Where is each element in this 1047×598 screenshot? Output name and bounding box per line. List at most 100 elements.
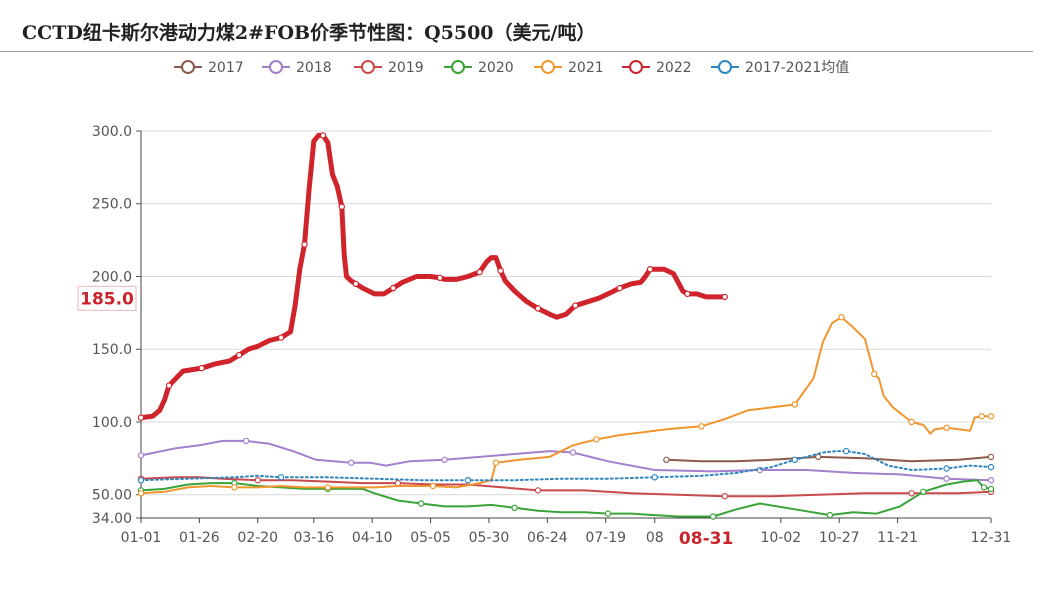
data-point [684, 290, 691, 298]
legend-marker [629, 60, 643, 74]
legend-label: 2022 [656, 60, 692, 76]
legend[interactable]: 2017 2018 2019 2020 2021 2022 2017-2021均值 [174, 60, 849, 76]
series-0 [663, 453, 995, 463]
legend-label: 2021 [568, 60, 604, 76]
series-5 [137, 132, 729, 421]
data-point [198, 364, 205, 372]
legend-item[interactable]: 2022 [622, 60, 692, 76]
legend-item[interactable]: 2019 [354, 60, 424, 76]
data-point [987, 413, 995, 420]
x-tick-label: 02-20 [237, 530, 278, 546]
legend-item[interactable]: 2021 [534, 60, 604, 76]
legend-item[interactable]: 2020 [444, 60, 514, 76]
data-point [815, 453, 822, 461]
legend-item[interactable]: 2017 [174, 60, 244, 76]
y-tick-label: 300.0 [92, 124, 132, 140]
series-6 [137, 447, 995, 484]
data-point [476, 268, 483, 276]
x-tick-label: 05-30 [469, 530, 510, 546]
series-4 [137, 314, 995, 497]
data-point [352, 280, 359, 287]
title-divider [0, 51, 1033, 52]
data-point [663, 456, 670, 463]
data-point [987, 453, 995, 461]
data-point [301, 241, 308, 248]
series-line [140, 450, 992, 482]
series-line [140, 479, 992, 518]
data-point [137, 414, 145, 421]
data-point [497, 267, 504, 274]
data-point [838, 314, 845, 321]
legend-marker [269, 60, 283, 74]
data-point [572, 302, 579, 309]
chart-title: CCTD纽卡斯尔港动力煤2#FOB价季节性图：Q5500（美元/吨） [22, 22, 596, 44]
legend-label: 2019 [388, 60, 424, 76]
data-point [978, 413, 985, 420]
data-point [436, 274, 444, 282]
data-point [165, 382, 173, 389]
data-point [338, 203, 345, 210]
data-point [429, 482, 437, 490]
x-tick-label: 05-05 [410, 530, 451, 546]
data-point [871, 370, 878, 378]
legend-marker [181, 60, 195, 74]
data-point [492, 459, 500, 466]
legend-marker [361, 60, 375, 74]
axes: 300.0 250.0 200.0 150.0 100.0 50.00 34.00 01-01… [77, 124, 1011, 549]
data-point [534, 305, 542, 312]
series-line [665, 455, 992, 463]
legend-item[interactable]: 2018 [262, 60, 332, 76]
legend-item[interactable]: 2017-2021均值 [711, 60, 849, 76]
data-point [709, 513, 717, 520]
data-point [943, 475, 950, 482]
highlight-y-label: 185.0 [80, 289, 134, 309]
x-tick-label: 08 [646, 530, 664, 546]
grid [141, 130, 991, 496]
data-point [231, 484, 238, 491]
data-point [920, 488, 927, 495]
data-point [604, 510, 612, 517]
legend-label: 2018 [296, 60, 332, 76]
data-point [593, 436, 600, 443]
x-tick-label: 04-10 [352, 530, 393, 546]
data-point [137, 490, 145, 497]
data-point [511, 504, 518, 511]
data-point [254, 477, 261, 484]
data-point [418, 500, 425, 507]
data-point [791, 401, 799, 408]
series-line [140, 439, 992, 482]
x-tick-label: 01-26 [179, 530, 220, 546]
data-point [943, 424, 950, 431]
data-point [569, 449, 577, 456]
legend-marker [718, 60, 732, 74]
data-point [943, 465, 950, 472]
data-point [277, 474, 285, 481]
data-point [348, 459, 355, 466]
data-point [651, 474, 658, 481]
data-point [324, 484, 331, 491]
data-point [464, 477, 472, 484]
data-point [319, 132, 327, 139]
data-point [908, 490, 915, 497]
data-point [721, 293, 729, 301]
series-lines [137, 132, 995, 520]
y-tick-label: 34.00 [92, 511, 132, 527]
legend-label: 2017-2021均值 [745, 60, 849, 76]
data-point [390, 284, 397, 292]
data-point [137, 477, 145, 484]
legend-label: 2020 [478, 60, 514, 76]
y-tick-label: 100.0 [92, 415, 132, 431]
legend-marker [541, 60, 555, 74]
data-point [826, 511, 834, 519]
y-tick-label: 50.00 [92, 488, 132, 504]
x-tick-label: 06-24 [527, 530, 568, 546]
x-tick-label: 11-21 [877, 530, 918, 546]
series-line [140, 316, 992, 495]
data-point [980, 484, 988, 491]
x-tick-label: 07-19 [585, 530, 626, 546]
highlight-x-label: 08-31 [679, 529, 733, 549]
data-point [721, 493, 729, 500]
series-1 [137, 437, 995, 484]
y-tick-label: 150.0 [92, 342, 132, 358]
